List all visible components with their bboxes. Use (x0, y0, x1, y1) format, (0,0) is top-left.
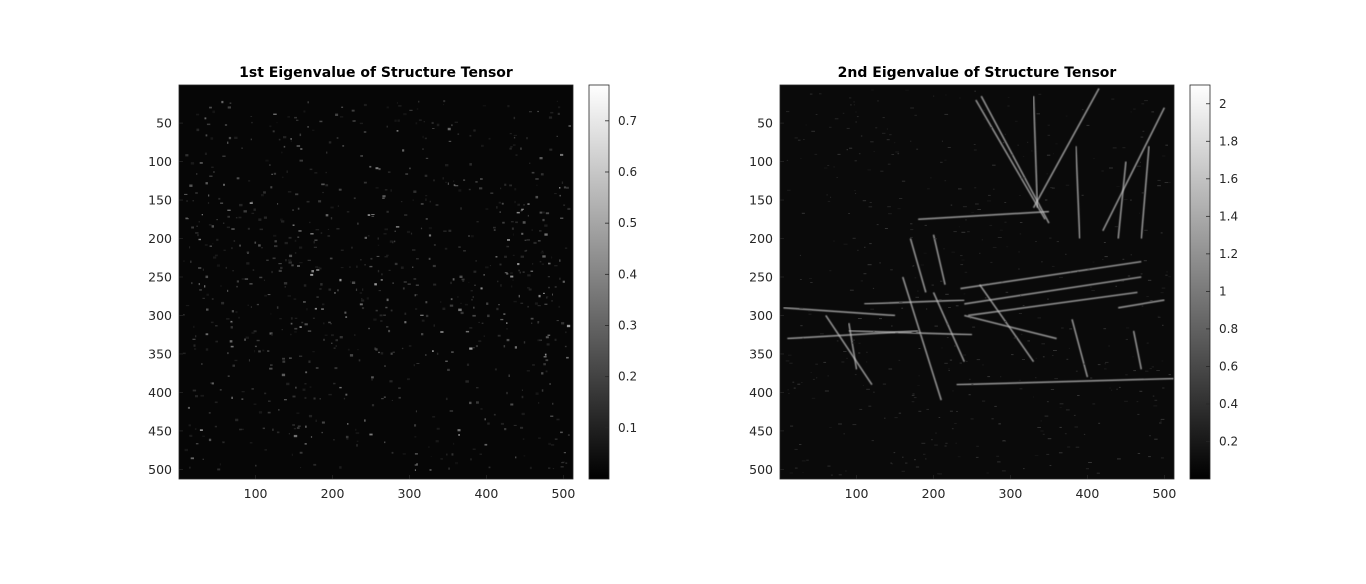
x-tick-label: 100 (845, 486, 869, 501)
colorbar-tick-label: 0.2 (1219, 434, 1238, 448)
y-tick-label: 350 (148, 346, 172, 361)
x-tick-label: 300 (398, 486, 422, 501)
x-tick-label: 500 (1152, 486, 1176, 501)
axes-box-1 (178, 84, 574, 480)
y-tick-label: 300 (749, 308, 773, 323)
colorbar-tick-label: 0.2 (618, 370, 637, 384)
x-tick-label: 300 (999, 486, 1023, 501)
colorbar-tick-label: 1 (1219, 284, 1227, 298)
colorbar-tick-label: 0.4 (618, 267, 637, 281)
colorbar-tick-label: 1.8 (1219, 134, 1238, 148)
colorbar-tick-label: 0.3 (618, 318, 637, 332)
colorbar-tick-label: 2 (1219, 97, 1227, 111)
y-tick-label: 150 (148, 193, 172, 208)
y-tick-label: 200 (148, 231, 172, 246)
heatmap-panel-2: 2nd Eigenvalue of Structure Tensor 100 200… (749, 65, 1238, 501)
y-tick-label: 150 (749, 193, 773, 208)
x-tick-label: 400 (1075, 486, 1099, 501)
colorbar-tick-label: 1.2 (1219, 247, 1238, 261)
colorbar-tick-label: 0.4 (1219, 397, 1238, 411)
y-tick-label: 50 (156, 116, 172, 131)
y-tick-label: 450 (148, 423, 172, 438)
colorbar-tick-label: 0.8 (1219, 322, 1238, 336)
x-tick-label: 100 (244, 486, 268, 501)
x-tick-label: 400 (474, 486, 498, 501)
x-tick-label: 500 (551, 486, 575, 501)
y-tick-label: 250 (749, 269, 773, 284)
image-area-2 (780, 85, 1174, 479)
colorbar-2: 0.2 0.4 0.6 0.8 1 1.2 1.4 1.6 1.8 2 (1189, 84, 1238, 480)
colorbar-1: 0.1 0.2 0.3 0.4 0.5 0.6 0.7 (588, 84, 637, 480)
colorbar-tick-label: 1.4 (1219, 209, 1238, 223)
y-tick-label: 500 (148, 462, 172, 477)
chart-title-2: 2nd Eigenvalue of Structure Tensor (838, 65, 1117, 81)
colorbar-tick-label: 0.6 (618, 165, 637, 179)
y-tick-label: 250 (148, 269, 172, 284)
colorbar-tick-label: 0.6 (1219, 359, 1238, 373)
y-tick-label: 50 (757, 116, 773, 131)
y-tick-label: 300 (148, 308, 172, 323)
colorbar-gradient-1 (588, 84, 610, 480)
y-tick-label: 350 (749, 346, 773, 361)
image-texture-1 (182, 100, 571, 471)
x-tick-label: 200 (321, 486, 345, 501)
image-area-1 (179, 85, 573, 479)
y-tick-label: 200 (749, 231, 773, 246)
y-tick-label: 500 (749, 462, 773, 477)
x-tick-label: 200 (922, 486, 946, 501)
colorbar-tick-label: 0.1 (618, 421, 637, 435)
colorbar-tick-label: 1.6 (1219, 172, 1238, 186)
y-tick-label: 100 (749, 154, 773, 169)
y-tick-label: 100 (148, 154, 172, 169)
y-tick-label: 400 (749, 385, 773, 400)
colorbar-tick-label: 0.5 (618, 216, 637, 230)
image-texture-2 (783, 88, 1174, 476)
y-tick-label: 450 (749, 423, 773, 438)
heatmap-panel-1: 1st Eigenvalue of Structure Tensor 100 200… (148, 65, 637, 501)
y-tick-label: 400 (148, 385, 172, 400)
colorbar-tick-label: 0.7 (618, 114, 637, 128)
axes-box-2 (779, 84, 1175, 480)
chart-title-1: 1st Eigenvalue of Structure Tensor (239, 65, 513, 81)
colorbar-gradient-2 (1189, 84, 1211, 480)
